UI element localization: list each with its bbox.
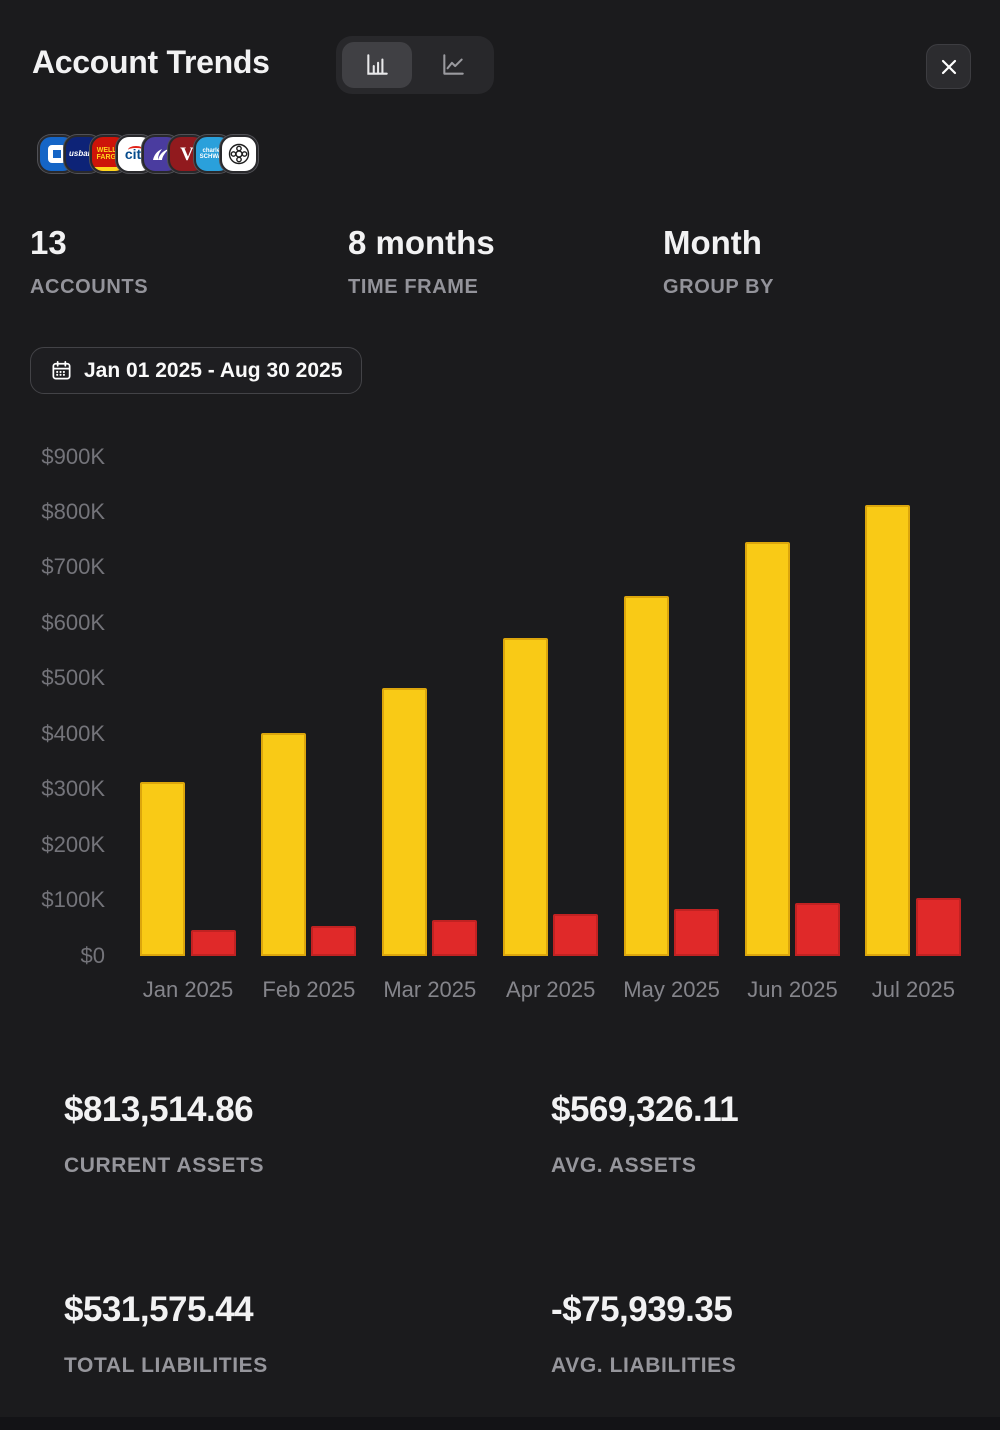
accounts-label: ACCOUNTS bbox=[30, 276, 149, 298]
group-by-label: GROUP BY bbox=[663, 276, 775, 298]
calendar-icon bbox=[50, 359, 73, 382]
current-assets-label: CURRENT ASSETS bbox=[64, 1154, 265, 1177]
x-axis-label-mar: Mar 2025 bbox=[383, 977, 477, 1002]
avg-liabilities-label: AVG. LIABILITIES bbox=[551, 1354, 737, 1377]
liabilities-bar-apr[interactable] bbox=[553, 914, 599, 956]
current-assets-value: $813,514.86 bbox=[64, 1090, 254, 1129]
assets-bar-jun[interactable] bbox=[744, 541, 790, 956]
accounts-count: 13 bbox=[30, 224, 67, 261]
group-by-value: Month bbox=[663, 224, 762, 261]
time-frame-value: 8 months bbox=[348, 224, 495, 261]
y-axis-tick-900k: $900K bbox=[41, 443, 105, 469]
y-axis-tick-600k: $600K bbox=[41, 609, 105, 635]
date-range-label: Jan 01 2025 - Aug 30 2025 bbox=[84, 358, 343, 382]
x-axis-label-jun: Jun 2025 bbox=[747, 977, 838, 1002]
line-chart-view-button[interactable] bbox=[418, 42, 488, 88]
x-axis-label-apr: Apr 2025 bbox=[506, 977, 596, 1002]
x-axis-label-jan: Jan 2025 bbox=[142, 977, 234, 1002]
assets-bar-feb[interactable] bbox=[260, 733, 306, 956]
page-title: Account Trends bbox=[32, 44, 270, 80]
liabilities-bar-jul[interactable] bbox=[915, 897, 961, 956]
bar-chart-view-button[interactable] bbox=[342, 42, 412, 88]
line-chart-icon bbox=[440, 52, 466, 78]
x-axis-label-jul: Jul 2025 bbox=[871, 977, 955, 1002]
time-frame-stat: 8 months TIME FRAME bbox=[348, 224, 495, 299]
liabilities-bar-jan[interactable] bbox=[190, 929, 236, 956]
y-axis-tick-200k: $200K bbox=[41, 831, 105, 857]
close-button[interactable] bbox=[926, 44, 971, 89]
total-liabilities-stat: $531,575.44 TOTAL LIABILITIES bbox=[64, 1290, 268, 1378]
y-axis-tick-800k: $800K bbox=[41, 498, 105, 524]
group-by-stat: Month GROUP BY bbox=[663, 224, 774, 299]
date-range-picker[interactable]: Jan 01 2025 - Aug 30 2025 bbox=[30, 347, 363, 394]
liabilities-bar-mar[interactable] bbox=[432, 920, 478, 956]
y-axis-tick-100k: $100K bbox=[41, 887, 105, 913]
current-assets-stat: $813,514.86 CURRENT ASSETS bbox=[64, 1090, 264, 1178]
avg-liabilities-value: -$75,939.35 bbox=[551, 1290, 733, 1329]
y-axis-tick-300k: $300K bbox=[41, 776, 105, 802]
avg-assets-label: AVG. ASSETS bbox=[551, 1154, 697, 1177]
bottom-edge-strip bbox=[0, 1417, 1000, 1430]
liabilities-bar-may[interactable] bbox=[674, 909, 720, 956]
bank-avatar-ornament-bank bbox=[220, 135, 258, 173]
avg-liabilities-stat: -$75,939.35 AVG. LIABILITIES bbox=[551, 1290, 736, 1378]
avg-assets-stat: $569,326.11 AVG. ASSETS bbox=[551, 1090, 739, 1178]
assets-bar-jul[interactable] bbox=[865, 504, 911, 956]
liabilities-bar-feb[interactable] bbox=[311, 925, 357, 956]
y-axis-tick-0: $0 bbox=[80, 942, 105, 968]
assets-bar-apr[interactable] bbox=[502, 638, 548, 956]
y-axis-tick-700k: $700K bbox=[41, 554, 105, 580]
chart-type-toggle bbox=[336, 36, 494, 94]
x-axis-label-feb: Feb 2025 bbox=[262, 977, 356, 1002]
liabilities-bar-jun[interactable] bbox=[795, 902, 840, 956]
assets-bar-jan[interactable] bbox=[140, 781, 185, 956]
avg-assets-value: $569,326.11 bbox=[551, 1090, 739, 1129]
y-axis-tick-500k: $500K bbox=[41, 665, 105, 691]
total-liabilities-label: TOTAL LIABILITIES bbox=[64, 1354, 268, 1377]
account-trends-chart: $0 $100K $200K $300K $400K $500K $600K $700K $80… bbox=[41, 443, 961, 1002]
assets-bar-may[interactable] bbox=[623, 596, 669, 956]
x-axis-label-may: May 2025 bbox=[623, 977, 720, 1002]
y-axis-tick-400k: $400K bbox=[41, 720, 105, 746]
close-icon bbox=[939, 57, 959, 77]
accounts-stat: 13 ACCOUNTS bbox=[30, 224, 148, 299]
time-frame-label: TIME FRAME bbox=[348, 276, 479, 298]
bar-chart-icon bbox=[364, 52, 390, 78]
assets-bar-mar[interactable] bbox=[381, 688, 427, 956]
total-liabilities-value: $531,575.44 bbox=[64, 1290, 254, 1329]
